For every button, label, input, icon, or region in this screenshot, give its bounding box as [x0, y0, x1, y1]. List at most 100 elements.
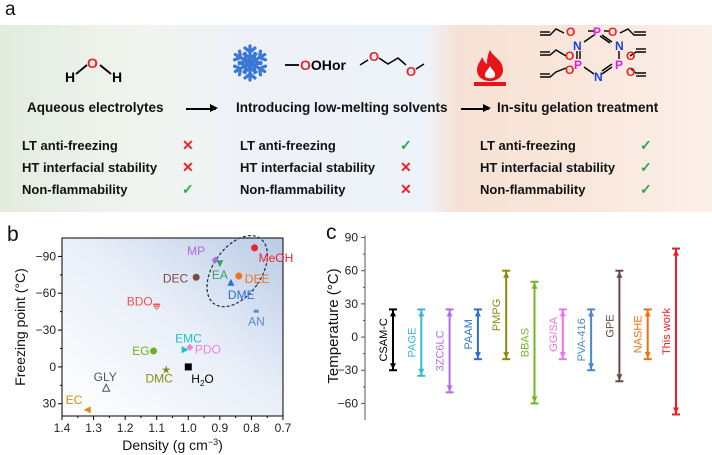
data-point-mp [211, 256, 219, 264]
range-label-page: PAGE [406, 328, 418, 358]
range-bar-csam-c-arrow-down [390, 363, 396, 370]
panel-b-letter: b [7, 223, 19, 246]
data-label-ec: EC [66, 393, 83, 407]
data-label-eg: EG [132, 344, 149, 358]
x-tick-label: 1.4 [54, 421, 71, 435]
svg-text:P: P [593, 25, 601, 39]
range-bar-gpe-arrow-up [616, 271, 623, 278]
cross-icon: ✕ [182, 159, 194, 175]
cluster-ellipse [206, 235, 269, 308]
y-tick-label: −90 [36, 249, 57, 263]
data-label-dmc: DMC [146, 371, 174, 385]
y-tick-label: 60 [345, 264, 359, 278]
svg-text:O: O [369, 49, 379, 64]
range-label-pmpg: PMPG [491, 299, 503, 331]
range-bar-gg-sa-arrow-down [559, 352, 566, 359]
svg-text:N: N [615, 39, 624, 53]
data-label-an: AN [248, 315, 265, 329]
range-label-3zc6lc: 3ZC6LC [435, 330, 447, 371]
data-point-ec [83, 406, 91, 414]
property-label: Non-flammability [240, 182, 346, 197]
panel-a-letter: a [5, 0, 16, 20]
x-tick-label: 1.0 [180, 421, 197, 435]
y-tick-label: 30 [43, 397, 57, 411]
range-label-csam-c: CSAM-C [378, 318, 390, 361]
range-bar-gg-sa-arrow-up [559, 310, 566, 317]
atom-h-right: H [112, 69, 122, 84]
data-label-meoh: MeOH [259, 251, 294, 265]
column-title-aqueous: Aqueous electrolytes [27, 100, 164, 115]
range-bar-3zc6lc-arrow-up [446, 310, 453, 317]
range-bar-3zc6lc-arrow-down [446, 385, 453, 392]
flame-icon [474, 50, 506, 86]
atom-o: O [87, 55, 98, 71]
x-tick-label: 0.7 [275, 421, 292, 435]
svg-text:O: O [608, 25, 617, 39]
data-point-bdo [153, 303, 161, 306]
snowflake-icon [230, 44, 270, 82]
range-label-gpe: GPE [604, 314, 616, 337]
data-label-emc: EMC [175, 332, 202, 346]
property-label: HT interfacial stability [240, 160, 376, 175]
x-tick-label: 1.1 [148, 421, 165, 435]
check-icon: ✓ [182, 181, 194, 197]
temperature-range-chart: 90 60 30 0 −30 −60 Temperature (°C) CSAM-C PAGE 3… [325, 231, 680, 420]
property-label: LT anti-freezing [22, 138, 118, 153]
phosphazene-structure: O P O N N O P P O O O N [540, 25, 646, 82]
panel-c-letter: c [326, 221, 337, 244]
data-point-dec [192, 273, 200, 281]
data-point-gly [101, 383, 111, 392]
property-label: Non-flammability [480, 182, 586, 197]
range-bar-pmpg-arrow-down [503, 352, 510, 359]
cross-icon: ✕ [400, 159, 412, 175]
y-tick-label: −60 [36, 286, 57, 300]
y-tick-label: −30 [36, 323, 57, 337]
x-axis-label: Density (g cm−3) [122, 437, 223, 453]
data-label-dec: DEC [163, 271, 189, 285]
range-bar-bbas-arrow-down [531, 396, 538, 403]
check-icon: ✓ [640, 181, 652, 197]
data-point-an [253, 309, 259, 313]
data-point-meoh [251, 244, 259, 252]
or-label: or [332, 57, 347, 73]
panel-a-background [0, 25, 712, 212]
hydroxyl-oh: OOH [300, 57, 332, 73]
y-tick-label: −30 [338, 363, 359, 377]
y-axis-label: Freezing point (°C) [12, 268, 28, 386]
range-bar-page-arrow-up [418, 310, 425, 317]
range-label-pva-416: PVA-416 [576, 318, 588, 361]
range-bar-paam-arrow-down [474, 352, 481, 359]
data-label-dee: DEE [245, 272, 270, 286]
check-icon: ✓ [640, 159, 652, 175]
svg-text:O: O [565, 63, 574, 77]
range-bar-this-work-arrow-down [673, 407, 679, 414]
data-point-dee [235, 272, 243, 280]
range-label-nashe: NASHE [633, 315, 645, 353]
data-label-ea: EA [212, 268, 228, 282]
property-label: LT anti-freezing [240, 138, 336, 153]
water-molecule-icon: H O H [65, 55, 122, 84]
data-point-h2o [184, 363, 192, 371]
svg-text:P: P [615, 58, 623, 72]
range-label-paam: PAAM [463, 319, 475, 349]
range-bar-bbas-arrow-up [531, 282, 538, 289]
solvent-structures: OOH or O O [285, 49, 425, 79]
arrow-right-icon [461, 105, 491, 111]
column-title-low-melting: Introducing low-melting solvents [236, 100, 448, 115]
check-icon: ✓ [640, 137, 652, 153]
range-bar-pmpg-arrow-up [503, 271, 510, 278]
y-tick-label: 90 [345, 231, 359, 245]
range-bar-page-arrow-down [418, 368, 425, 375]
data-label-gly: GLY [94, 370, 117, 384]
range-bar-this-work-arrow-up [673, 249, 679, 256]
svg-text:N: N [594, 70, 603, 82]
x-tick-label: 1.2 [117, 421, 134, 435]
x-tick-label: 0.9 [212, 421, 229, 435]
range-label-gg-sa: GG/SA [548, 316, 560, 352]
data-point-emc [181, 346, 189, 354]
cross-icon: ✕ [182, 137, 194, 153]
x-tick-label: 0.8 [243, 421, 260, 435]
property-label: LT anti-freezing [480, 138, 576, 153]
range-label-bbas: BBAS [520, 328, 532, 357]
column-title-gelation: In-situ gelation treatment [497, 100, 659, 115]
